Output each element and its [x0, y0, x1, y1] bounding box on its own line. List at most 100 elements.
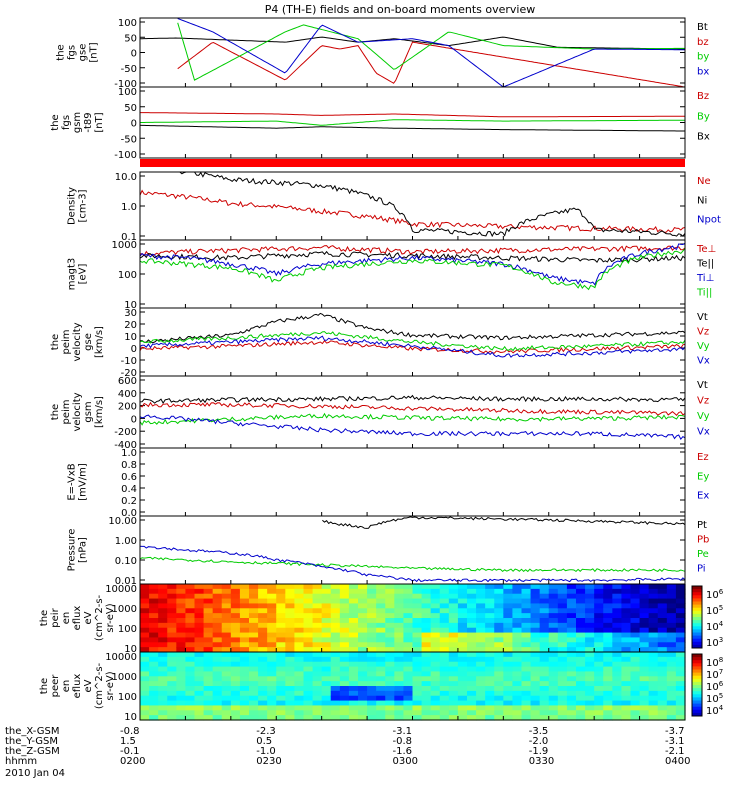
heatmap-cell: [675, 695, 686, 702]
heatmap-cell: [521, 598, 532, 605]
heatmap-cell: [376, 686, 386, 692]
heatmap-cell: [576, 588, 586, 595]
heatmap-cell: [421, 671, 432, 677]
heatmap-cell: [512, 710, 523, 716]
heatmap-cell: [530, 588, 541, 595]
heatmap-cell: [467, 690, 477, 697]
heatmap-cell: [439, 695, 450, 702]
heatmap-cell: [321, 661, 332, 668]
heatmap-cell: [457, 603, 468, 609]
heatmap-cell: [239, 618, 250, 624]
heatmap-cell: [221, 622, 232, 629]
heatmap-cell: [394, 603, 405, 609]
heatmap-cell: [666, 695, 677, 702]
heatmap-cell: [158, 608, 168, 614]
heatmap-cell: [212, 598, 223, 605]
colorbar-step: [692, 678, 702, 683]
series-Bz: [140, 112, 685, 118]
heatmap-cell: [430, 715, 441, 721]
heatmap-cell: [258, 681, 268, 687]
heatmap-cell: [457, 598, 468, 605]
heatmap-cell: [385, 661, 395, 668]
heatmap-cell: [358, 613, 368, 619]
legend-Vy: Vy: [697, 341, 710, 352]
heatmap-cell: [294, 608, 305, 614]
heatmap-cell: [548, 666, 559, 673]
heatmap-cell: [594, 637, 604, 643]
legend-Pb: Pb: [697, 535, 709, 546]
heatmap-cell: [367, 715, 377, 721]
heatmap-cell: [303, 608, 314, 614]
heatmap-cell: [249, 647, 259, 653]
heatmap-cell: [376, 715, 386, 721]
heatmap-cell: [140, 593, 150, 600]
heatmap-cell: [548, 656, 559, 663]
heatmap-cell: [339, 695, 350, 702]
heatmap-cell: [430, 700, 441, 707]
heatmap-cell: [457, 608, 468, 614]
heatmap-cell: [539, 715, 550, 721]
heatmap-cell: [530, 642, 541, 648]
heatmap-cell: [485, 598, 495, 605]
heatmap-cell: [612, 642, 623, 648]
heatmap-cell: [176, 695, 187, 702]
heatmap-cell: [212, 686, 223, 692]
heatmap-cell: [158, 642, 168, 648]
heatmap-cell: [457, 661, 468, 668]
heatmap-cell: [348, 642, 359, 648]
heatmap-cell: [557, 681, 568, 687]
heatmap-cell: [221, 637, 232, 643]
heatmap-cell: [630, 622, 641, 629]
heatmap-cell: [666, 661, 677, 668]
legend-by: by: [697, 52, 709, 63]
heatmap-cell: [358, 710, 368, 716]
heatmap-cell: [485, 686, 495, 692]
heatmap-cell: [367, 618, 377, 624]
heatmap-cell: [385, 627, 395, 634]
heatmap-cell: [403, 652, 414, 658]
heatmap-cell: [448, 700, 459, 707]
heatmap-cell: [239, 715, 250, 721]
heatmap-cell: [167, 647, 177, 653]
heatmap-cell: [512, 608, 523, 614]
colorbar-step: [692, 607, 702, 612]
heatmap-cell: [621, 661, 632, 668]
heatmap-cell: [448, 661, 459, 668]
legend-Pe: Pe: [697, 549, 709, 560]
heatmap-cell: [557, 686, 568, 692]
heatmap-cell: [639, 666, 650, 673]
heatmap-cell: [258, 613, 268, 619]
heatmap-cell: [212, 676, 223, 682]
heatmap-cell: [212, 681, 223, 687]
footer-tick: -3.5: [529, 726, 549, 737]
heatmap-cell: [321, 705, 332, 711]
heatmap-cell: [612, 715, 623, 721]
heatmap-cell: [276, 695, 286, 702]
heatmap-cell: [258, 656, 268, 663]
heatmap-cell: [385, 666, 395, 673]
heatmap-cell: [566, 695, 577, 702]
heatmap-cell: [376, 652, 386, 658]
heatmap-cell: [557, 652, 568, 658]
heatmap-cell: [512, 632, 523, 639]
heatmap-cell: [267, 671, 277, 677]
heatmap-cell: [294, 647, 305, 653]
heatmap-cell: [267, 584, 277, 590]
heatmap-cell: [412, 661, 423, 668]
heatmap-cell: [303, 642, 314, 648]
ytick-label: 400: [118, 389, 137, 400]
heatmap-cell: [339, 613, 350, 619]
heatmap-cell: [448, 613, 459, 619]
ylabel: Density[cm-3]: [67, 187, 89, 225]
heatmap-cell: [358, 647, 368, 653]
heatmap-cell: [648, 690, 659, 697]
heatmap-cell: [312, 705, 323, 711]
heatmap-cell: [339, 681, 350, 687]
heatmap-cell: [448, 705, 459, 711]
heatmap-cell: [185, 671, 196, 677]
heatmap-cell: [576, 705, 586, 711]
footer-tick: -0.1: [120, 746, 140, 757]
heatmap-cell: [430, 656, 441, 663]
heatmap-cell: [621, 627, 632, 634]
heatmap-cell: [367, 647, 377, 653]
